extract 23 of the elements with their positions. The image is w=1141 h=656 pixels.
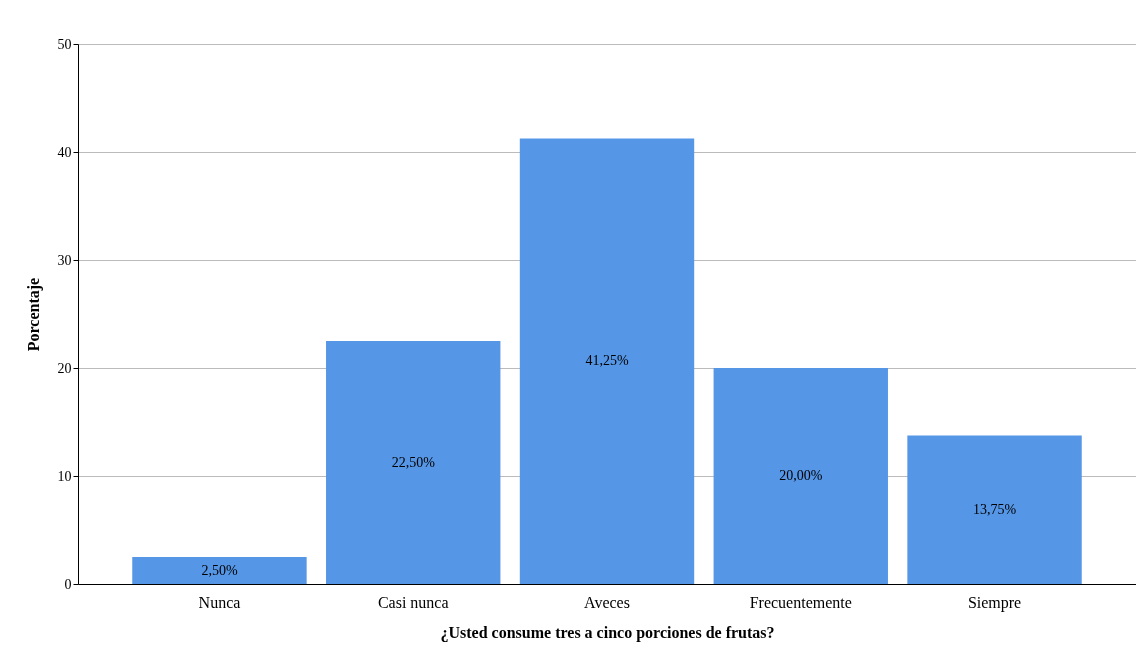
y-tick-label: 40 (57, 144, 72, 160)
y-axis-title: Porcentaje (24, 277, 43, 352)
bar (713, 368, 888, 584)
x-tick-label: Frecuentemente (749, 593, 852, 611)
y-tick-label: 0 (64, 576, 72, 592)
bar (907, 435, 1082, 584)
y-tick-label: 10 (57, 468, 72, 484)
bar (326, 341, 501, 584)
data-label: 13,75% (972, 501, 1017, 517)
x-tick-label: Siempre (967, 593, 1022, 612)
x-tick-label: Nunca (198, 593, 241, 611)
data-label: 41,25% (585, 353, 629, 369)
y-tick-label: 20 (57, 360, 72, 376)
data-label: 2,50% (201, 562, 238, 578)
x-tick-label: Casi nunca (377, 593, 449, 611)
bar (519, 138, 695, 584)
y-tick-label: 30 (57, 252, 72, 268)
data-label: 22,50% (391, 454, 436, 470)
data-label: 20,00% (779, 468, 823, 483)
y-tick-label: 50 (57, 36, 72, 52)
x-tick-label: Aveces (584, 593, 630, 611)
x-axis-title: ¿Usted consume tres a cinco porciones de frutas? (440, 623, 775, 642)
bar (132, 557, 307, 584)
